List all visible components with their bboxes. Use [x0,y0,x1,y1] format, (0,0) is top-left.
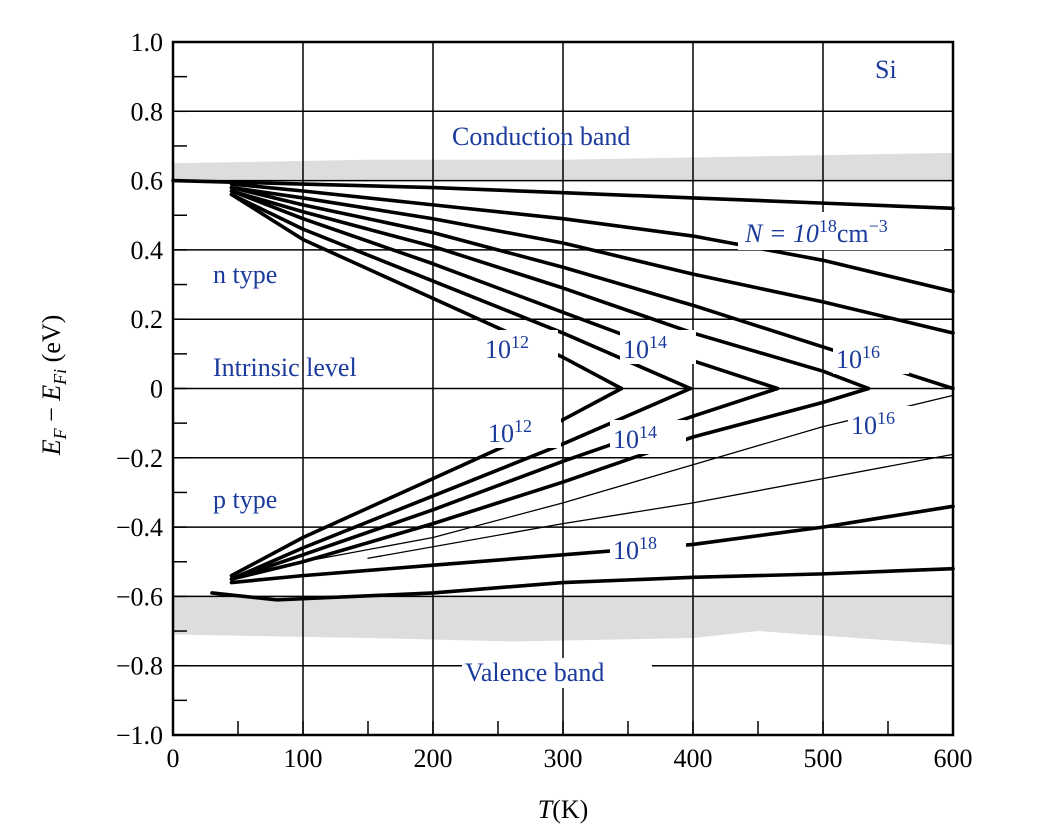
x-axis-label: T(K) [538,795,589,824]
n14-exp: 14 [649,332,667,352]
axis-ticks [172,41,954,736]
p18-exp: 18 [639,533,657,553]
valence-label-bg [462,658,652,688]
p12-exp: 12 [514,416,532,436]
n16-label: 1016 [836,342,880,374]
n-type-curve-1e15 [229,189,871,391]
y-tick-label: 1.0 [131,28,164,57]
n-doping-label: N = 1018cm−3 [744,216,888,248]
n-type-curve-1e12 [229,192,624,391]
p-type-label: p type [213,485,277,514]
y-axis-minus: − [37,401,66,429]
p18-label: 1018 [613,533,657,565]
x-tick-label: 0 [167,744,180,773]
x-tick-labels: 0 100 200 300 400 500 600 [167,744,973,773]
p-type-curve-1e12 [229,386,624,578]
n14-base: 10 [623,335,649,364]
n12-base: 10 [485,335,511,364]
n16-exp: 16 [862,342,880,362]
p16-label-bg [848,406,924,440]
x-tick-label: 400 [674,744,713,773]
x-axis-unit: (K) [552,795,588,824]
p18-label-bg [610,531,686,565]
y-tick-labels: 1.0 0.8 0.6 0.4 0.2 0 −0.2 −0.4 −0.6 −0.8 −1.0 [116,28,163,750]
p12-label: 1012 [488,416,532,448]
y-axis-sub2: Fi [50,369,70,386]
x-tick-label: 300 [544,744,583,773]
n12-label-bg [482,330,558,364]
n14-label: 1014 [623,332,667,364]
p-type-curve-1e16 [302,394,954,563]
n-type-curve-1e18 [229,182,955,294]
p-type-curve-1e19 [210,566,955,602]
y-tick-label: 0.4 [131,236,164,265]
y-tick-label: 0.8 [131,97,164,126]
p-type-curve-1e17 [367,453,954,559]
n-type-curve-1e16 [229,185,955,391]
valence-band-label: Valence band [465,658,604,687]
y-tick-label: −1.0 [116,721,163,750]
n16-base: 10 [836,345,862,374]
p12-base: 10 [488,419,514,448]
x-axis-var: T [538,795,554,824]
p16-label: 1016 [851,408,895,440]
n12-exp: 12 [511,332,529,352]
n-type-curve-1e19 [171,178,955,211]
y-tick-label: 0 [150,375,163,404]
p14-label: 1014 [613,422,657,454]
n16-label-bg [833,340,909,374]
y-axis-label: EF − EFi (eV) [37,315,70,457]
y-axis-var2: E [37,385,66,402]
p-type-curve-1e14 [229,386,780,581]
fermi-level-curves [171,178,955,602]
n-type-curve-1e17 [229,185,955,335]
p14-exp: 14 [639,422,657,442]
x-tick-label: 100 [284,744,323,773]
y-axis-unit: (eV) [37,315,66,369]
p16-base: 10 [851,411,877,440]
y-tick-label: −0.4 [116,513,163,542]
n12-label: 1012 [485,332,529,364]
n-doping-unit: cm [837,219,869,248]
n-doping-unit-exp: −3 [869,216,888,236]
y-tick-label: −0.8 [116,652,163,681]
doping-label-bg [738,212,944,250]
n-type-curve-1e13 [229,192,693,391]
n-doping-exp: 18 [819,216,837,236]
p-type-curve-1e18 [229,504,955,585]
x-tick-label: 500 [804,744,843,773]
annotations: Si Conduction band n type Intrinsic leve… [213,55,944,688]
y-tick-label: −0.6 [116,582,163,611]
n-type-curve-1e14 [229,189,780,391]
p14-label-bg [610,420,686,454]
x-tick-label: 600 [934,744,973,773]
y-tick-label: 0.6 [131,167,164,196]
p14-base: 10 [613,425,639,454]
material-label: Si [875,55,897,84]
y-tick-label: 0.2 [131,305,164,334]
y-tick-label: −0.2 [116,444,163,473]
n-type-label: n type [213,260,277,289]
intrinsic-level-label: Intrinsic level [213,353,357,382]
x-tick-label: 200 [414,744,453,773]
y-axis-sub1: F [50,427,70,440]
n14-label-bg [620,330,696,364]
p12-label-bg [485,414,561,448]
y-axis-var: E [37,439,66,456]
p18-base: 10 [613,536,639,565]
n-doping-prefix: N = 10 [744,219,819,248]
p16-exp: 16 [877,408,895,428]
p-type-curve-1e13 [229,386,693,581]
conduction-band-label: Conduction band [452,122,630,151]
